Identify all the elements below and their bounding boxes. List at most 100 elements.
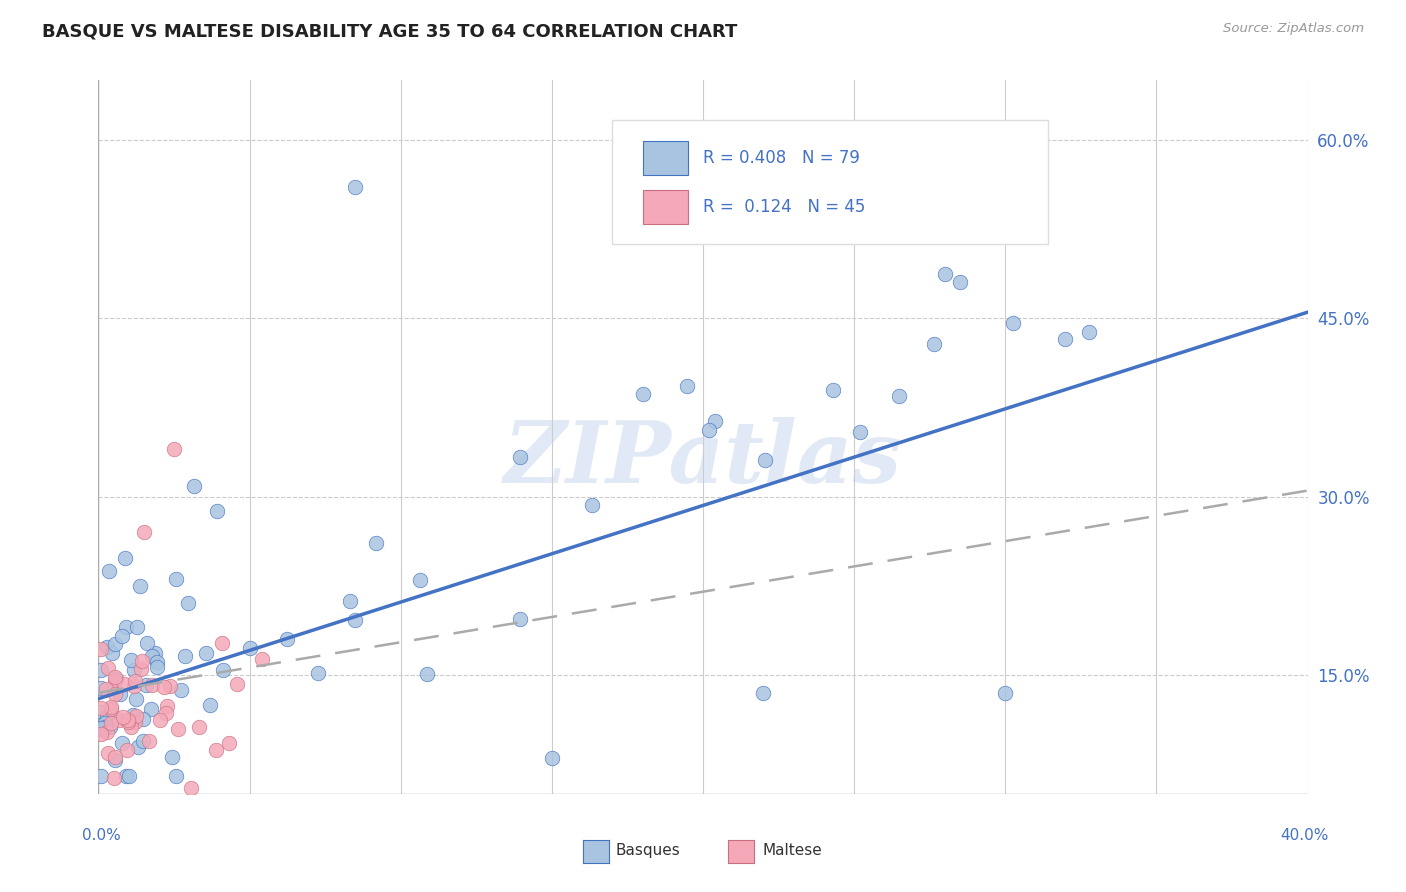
Point: [117, 714, 139, 729]
Text: R = 0.408   N = 79: R = 0.408 N = 79: [703, 149, 860, 167]
Point: [344, 613, 367, 627]
Point: [226, 676, 249, 690]
Point: [141, 649, 163, 664]
Text: R =  0.124   N = 45: R = 0.124 N = 45: [703, 198, 865, 216]
Point: [132, 734, 155, 748]
Point: [211, 664, 233, 678]
Point: [849, 425, 872, 440]
Point: [145, 646, 167, 660]
Point: [131, 654, 153, 668]
Point: [160, 749, 183, 764]
FancyBboxPatch shape: [613, 120, 1047, 244]
Point: [121, 707, 143, 722]
Point: [124, 680, 146, 694]
Point: [165, 572, 187, 586]
Point: [540, 751, 562, 765]
Point: [104, 754, 127, 768]
Point: [409, 574, 432, 588]
Point: [132, 712, 155, 726]
Text: Source: ZipAtlas.com: Source: ZipAtlas.com: [1223, 22, 1364, 36]
Point: [100, 716, 122, 731]
Point: [98, 564, 121, 578]
Point: [159, 679, 181, 693]
Point: [90, 701, 112, 715]
Point: [509, 612, 531, 626]
Point: [139, 702, 162, 716]
Point: [205, 504, 228, 518]
Point: [115, 742, 138, 756]
Point: [104, 750, 127, 764]
Point: [96, 640, 118, 654]
Point: [120, 653, 142, 667]
Text: 0.0%: 0.0%: [82, 828, 121, 843]
Point: [180, 780, 202, 795]
Point: [205, 743, 228, 757]
Point: [96, 709, 118, 723]
Point: [163, 442, 186, 456]
Point: [252, 652, 274, 666]
Point: [111, 629, 134, 643]
Point: [104, 673, 127, 688]
Point: [105, 672, 128, 686]
Point: [153, 681, 176, 695]
Point: [752, 686, 775, 700]
Point: [129, 662, 152, 676]
Point: [821, 384, 844, 398]
Point: [170, 683, 193, 698]
Point: [155, 706, 177, 720]
Point: [90, 681, 112, 695]
Point: [509, 450, 531, 465]
Point: [177, 596, 200, 610]
Point: [165, 769, 187, 783]
Point: [127, 620, 149, 634]
Point: [156, 698, 179, 713]
Point: [124, 709, 146, 723]
Text: 40.0%: 40.0%: [1281, 828, 1329, 843]
Point: [135, 636, 157, 650]
Text: Maltese: Maltese: [762, 844, 821, 858]
Point: [124, 673, 146, 688]
Point: [138, 733, 160, 747]
Point: [91, 705, 114, 719]
Point: [93, 720, 115, 734]
Point: [90, 726, 112, 740]
Point: [211, 636, 233, 650]
Point: [107, 713, 129, 727]
Text: ZIPatlas: ZIPatlas: [503, 417, 903, 500]
Point: [104, 687, 127, 701]
Point: [183, 479, 205, 493]
Point: [887, 389, 910, 403]
Point: [112, 710, 135, 724]
Point: [239, 640, 262, 655]
Point: [115, 620, 138, 634]
Point: [114, 550, 136, 565]
Point: [167, 723, 190, 737]
Point: [922, 337, 945, 351]
Point: [949, 276, 972, 290]
Point: [100, 701, 122, 715]
Point: [149, 713, 172, 727]
Point: [118, 769, 141, 783]
Point: [146, 655, 169, 669]
Point: [132, 525, 155, 540]
Point: [115, 769, 138, 783]
Point: [218, 736, 240, 750]
Point: [110, 736, 132, 750]
Point: [124, 714, 146, 729]
Point: [1001, 316, 1024, 330]
Point: [364, 536, 387, 550]
Point: [1053, 332, 1076, 346]
Point: [117, 714, 139, 728]
Point: [97, 661, 120, 675]
Point: [93, 715, 115, 730]
Point: [97, 747, 120, 761]
Point: [90, 722, 112, 736]
Point: [1078, 325, 1101, 339]
Point: [104, 670, 127, 684]
Point: [339, 594, 361, 608]
Point: [994, 686, 1017, 700]
Point: [104, 637, 127, 651]
Point: [103, 772, 125, 786]
Point: [90, 663, 112, 677]
Point: [704, 414, 727, 428]
